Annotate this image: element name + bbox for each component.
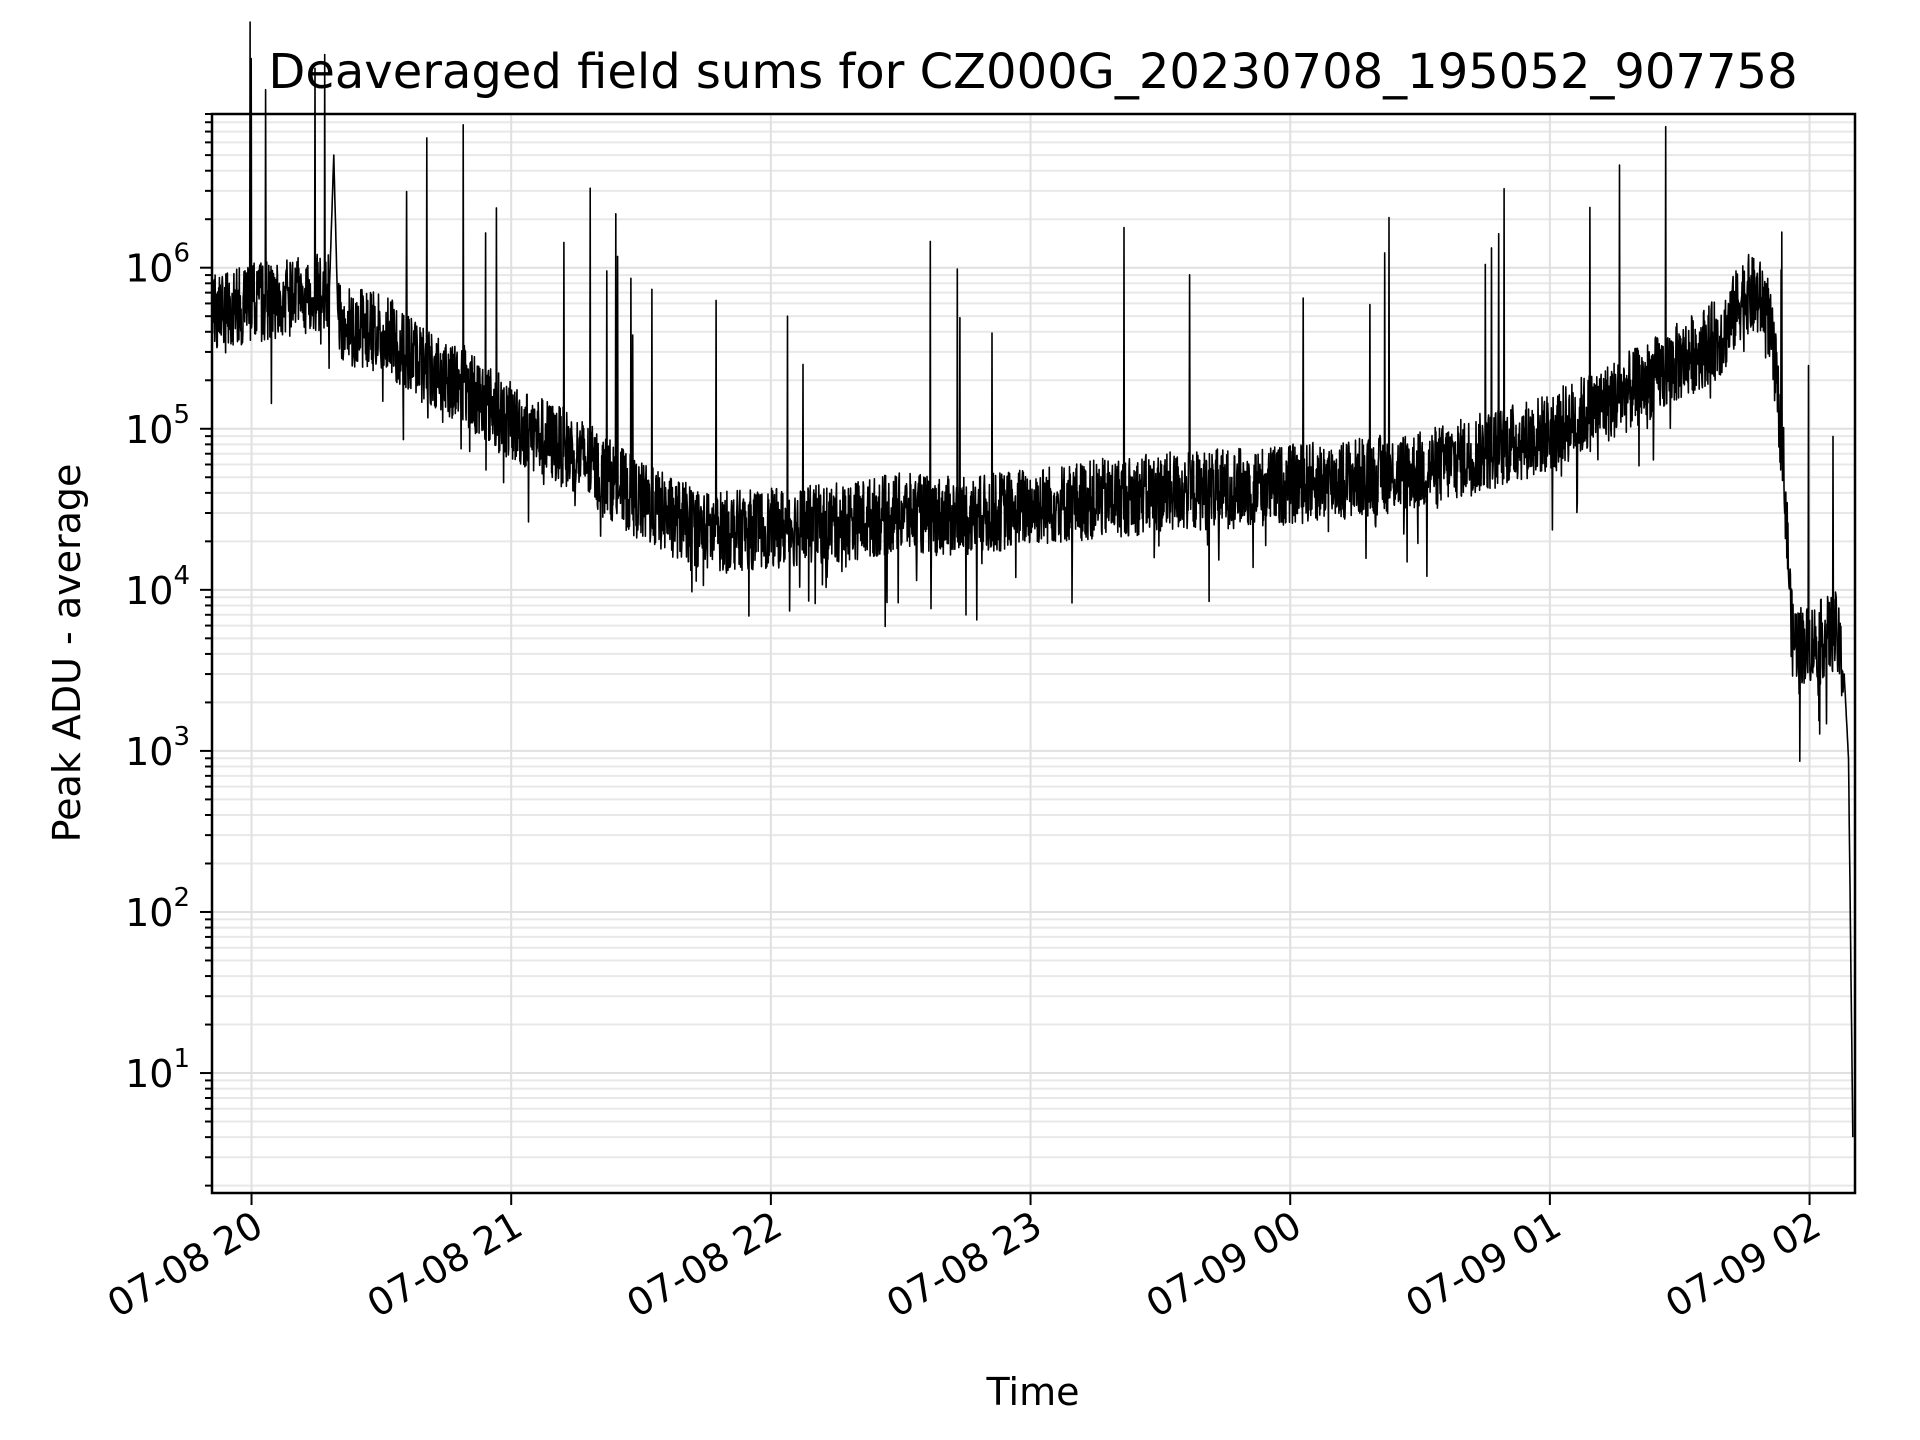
y-tick-label: 103 bbox=[125, 722, 190, 774]
y-axis-ticks: 101 102 103 104 105 106 bbox=[125, 113, 212, 1187]
y-tick-label: 102 bbox=[125, 883, 190, 935]
y-tick-label: 106 bbox=[125, 239, 190, 291]
plot-area bbox=[211, 21, 1854, 1138]
chart-title: Deaveraged field sums for CZ000G_2023070… bbox=[268, 44, 1797, 100]
grid bbox=[212, 113, 1855, 1193]
x-axis-label: Time bbox=[986, 1370, 1080, 1414]
y-tick-label: 105 bbox=[125, 400, 190, 452]
y-tick-label: 104 bbox=[125, 561, 190, 613]
y-axis-label: Peak ADU - average bbox=[45, 464, 89, 843]
y-tick-label: 101 bbox=[125, 1044, 190, 1096]
series-line bbox=[211, 21, 1854, 1138]
